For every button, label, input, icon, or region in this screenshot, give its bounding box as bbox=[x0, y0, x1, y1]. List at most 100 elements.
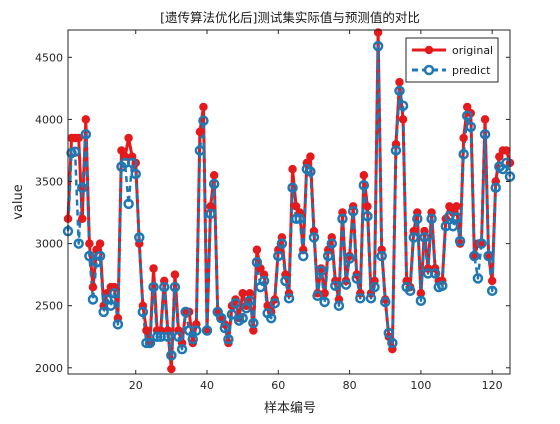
data-point-predict bbox=[337, 213, 348, 225]
data-point-predict bbox=[87, 294, 99, 305]
legend-predict-marker bbox=[423, 64, 435, 76]
data-point-predict bbox=[426, 213, 437, 225]
data-point-predict bbox=[269, 297, 280, 309]
data-point-original bbox=[170, 270, 180, 279]
data-point-predict bbox=[315, 265, 327, 277]
data-point-original bbox=[395, 77, 404, 87]
x-tick-label: 40 bbox=[200, 379, 214, 392]
data-point-predict bbox=[298, 250, 309, 262]
data-point-predict bbox=[126, 157, 138, 169]
x-tick-label: 100 bbox=[410, 379, 431, 392]
data-point-predict bbox=[223, 333, 234, 345]
data-point-predict bbox=[273, 250, 284, 262]
data-point-predict bbox=[141, 337, 152, 349]
data-point-predict bbox=[151, 331, 163, 342]
data-point-predict bbox=[130, 168, 141, 180]
data-point-original bbox=[199, 102, 208, 112]
data-point-original bbox=[238, 289, 247, 298]
data-point-original bbox=[209, 171, 219, 180]
data-point-predict bbox=[194, 145, 206, 156]
data-point-original bbox=[78, 214, 87, 224]
y-tick-label: 3500 bbox=[35, 176, 63, 189]
x-axis-label: 样本编号 bbox=[264, 401, 316, 416]
data-point-predict bbox=[287, 182, 298, 193]
data-point-predict bbox=[248, 317, 259, 329]
data-point-predict bbox=[461, 110, 473, 121]
x-tick-label: 20 bbox=[129, 379, 143, 392]
legend-original-label: original bbox=[452, 44, 493, 57]
data-point-predict bbox=[465, 121, 477, 133]
y-axis-label: value bbox=[11, 184, 26, 220]
data-point-predict bbox=[451, 212, 462, 223]
data-point-original bbox=[252, 245, 262, 255]
x-tick-label: 80 bbox=[343, 379, 357, 392]
data-point-predict bbox=[237, 312, 248, 324]
data-point-original bbox=[288, 164, 297, 174]
data-point-original bbox=[124, 133, 133, 143]
data-point-predict bbox=[333, 300, 345, 311]
data-point-predict bbox=[397, 100, 409, 111]
data-point-original bbox=[142, 326, 151, 335]
data-point-predict bbox=[205, 208, 216, 220]
data-point-original bbox=[291, 202, 301, 211]
data-point-predict bbox=[469, 250, 480, 262]
data-point-predict bbox=[134, 232, 145, 243]
data-point-predict bbox=[191, 325, 202, 336]
chart-title: [遗传算法优化后]测试集实际值与预测值的对比 bbox=[160, 10, 420, 25]
y-tick-label: 4000 bbox=[35, 113, 63, 126]
data-point-predict bbox=[158, 281, 170, 293]
legend-box bbox=[405, 37, 499, 83]
data-point-predict bbox=[437, 280, 448, 292]
data-point-predict bbox=[230, 297, 241, 309]
data-point-predict bbox=[319, 296, 330, 308]
data-point-predict bbox=[283, 293, 295, 304]
data-point-predict bbox=[390, 145, 402, 156]
data-point-predict bbox=[84, 250, 95, 262]
data-point-predict bbox=[362, 211, 373, 222]
data-point-predict bbox=[137, 306, 149, 318]
data-point-predict bbox=[408, 232, 420, 243]
data-point-predict bbox=[73, 238, 84, 249]
data-point-predict bbox=[198, 115, 209, 126]
data-point-predict bbox=[173, 331, 184, 342]
legend-original-marker bbox=[424, 45, 434, 55]
data-point-predict bbox=[419, 232, 430, 243]
y-tick-label: 2500 bbox=[35, 300, 63, 313]
data-point-original bbox=[459, 133, 468, 143]
data-point-predict bbox=[379, 296, 391, 308]
data-point-predict bbox=[187, 333, 199, 345]
data-point-predict bbox=[412, 213, 423, 225]
data-point-original bbox=[95, 239, 105, 248]
data-point-predict bbox=[394, 85, 405, 97]
data-point-original bbox=[117, 146, 126, 155]
data-point-predict bbox=[80, 129, 92, 140]
data-point-original bbox=[167, 364, 176, 374]
data-point-predict bbox=[472, 273, 484, 284]
data-point-predict bbox=[404, 285, 416, 297]
data-point-original bbox=[195, 127, 205, 137]
data-point-predict bbox=[355, 293, 366, 304]
data-point-original bbox=[452, 202, 461, 211]
data-point-predict bbox=[112, 319, 124, 330]
data-point-original bbox=[363, 202, 372, 211]
data-point-predict bbox=[169, 281, 181, 293]
data-point-predict bbox=[276, 238, 288, 249]
data-point-predict bbox=[176, 343, 188, 355]
data-point-predict bbox=[94, 250, 106, 262]
data-point-predict bbox=[376, 250, 387, 262]
x-tick-label: 60 bbox=[271, 379, 285, 392]
data-point-predict bbox=[369, 281, 380, 293]
data-point-predict bbox=[383, 327, 395, 339]
data-point-predict bbox=[479, 129, 491, 140]
data-point-predict bbox=[69, 146, 81, 157]
data-point-predict bbox=[483, 250, 494, 262]
data-point-predict bbox=[344, 253, 355, 264]
data-point-predict bbox=[476, 238, 487, 249]
data-point-predict bbox=[280, 275, 291, 287]
data-point-predict bbox=[201, 325, 213, 336]
data-point-predict bbox=[358, 179, 370, 191]
axes-frame bbox=[67, 29, 511, 375]
data-point-predict bbox=[109, 288, 120, 299]
